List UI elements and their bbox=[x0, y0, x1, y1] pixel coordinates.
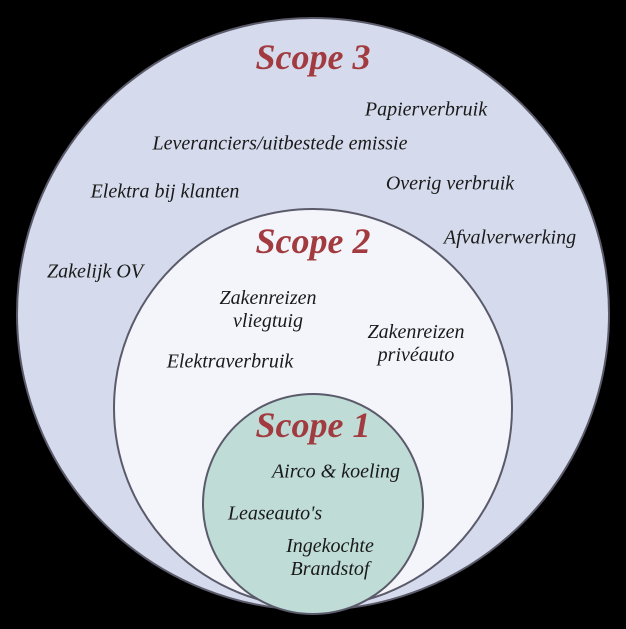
diagram-stage: Scope 3 Scope 2 Scope 1 Papierverbruik L… bbox=[0, 0, 626, 629]
scope1-item: Ingekochte Brandstof bbox=[286, 535, 374, 581]
scope2-item: Elektraverbruik bbox=[167, 351, 294, 374]
scope1-item: Leaseauto's bbox=[228, 503, 322, 526]
scope3-item: Elektra bij klanten bbox=[91, 181, 240, 204]
title-scope1: Scope 1 bbox=[0, 405, 626, 446]
scope2-item: Zakenreizen vliegtuig bbox=[219, 287, 316, 333]
scope3-item: Zakelijk OV bbox=[47, 261, 143, 284]
scope3-item: Leveranciers/uitbestede emissie bbox=[153, 133, 408, 156]
scope2-item: Zakenreizen privéauto bbox=[367, 321, 464, 367]
scope3-item: Overig verbruik bbox=[386, 173, 514, 196]
scope3-item: Afvalverwerking bbox=[444, 227, 576, 250]
scope3-item: Papierverbruik bbox=[365, 99, 487, 122]
scope1-item: Airco & koeling bbox=[272, 461, 400, 484]
title-scope3: Scope 3 bbox=[0, 37, 626, 78]
